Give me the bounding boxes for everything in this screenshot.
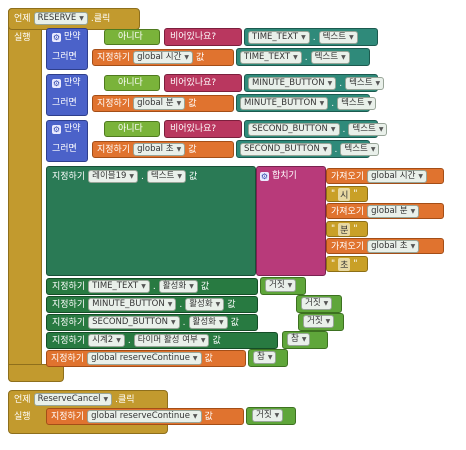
to-label: 값: [205, 353, 213, 365]
set-label: 지정하기: [52, 317, 85, 329]
label-component-dropdown[interactable]: 레이블19 ▼: [88, 170, 138, 183]
component-dropdown[interactable]: TIME_TEXT ▼: [248, 31, 310, 44]
component-dropdown[interactable]: MINUTE_BUTTON ▼: [88, 298, 176, 311]
when-label: 언제: [14, 13, 31, 25]
property-dropdown[interactable]: 활성화 ▼: [189, 316, 228, 329]
string-value[interactable]: 분: [338, 223, 350, 236]
gear-icon[interactable]: ⚙: [52, 125, 61, 134]
set-label: 지정하기: [52, 281, 85, 293]
string-value[interactable]: 시: [338, 188, 350, 201]
join-block[interactable]: [256, 166, 326, 276]
to-label: 값: [212, 335, 220, 347]
set-label: 지정하기: [52, 299, 85, 311]
do-label: 실행: [14, 32, 31, 44]
get-label: 가져오기: [331, 206, 364, 218]
global-var-dropdown-2[interactable]: global reserveContinue ▼: [87, 410, 201, 423]
text-prop-dropdown[interactable]: 텍스트 ▼: [345, 77, 384, 90]
not-label: 아니다: [118, 124, 143, 134]
global-var-dropdown[interactable]: global 시간 ▼: [367, 170, 427, 183]
global-var-dropdown[interactable]: global 초 ▼: [133, 143, 185, 156]
is-empty-label: 비어있나요?: [170, 124, 216, 134]
global-var-dropdown[interactable]: global 초 ▼: [367, 240, 419, 253]
get-label: 가져오기: [331, 171, 364, 183]
component-dropdown-2[interactable]: ReserveCancel ▼: [34, 393, 113, 406]
global-var-dropdown[interactable]: global 분 ▼: [367, 205, 419, 218]
set-label: 지정하기: [52, 335, 85, 347]
component-dropdown[interactable]: RESERVE ▼: [34, 12, 88, 25]
join-label: 합치기: [272, 170, 297, 182]
gear-icon[interactable]: ⚙: [52, 33, 61, 42]
set-label: 지정하기: [97, 144, 130, 156]
global-var-dropdown[interactable]: global 분 ▼: [133, 97, 185, 110]
property-dropdown[interactable]: 활성화 ▼: [185, 298, 224, 311]
do-label-2: 실행: [14, 411, 31, 423]
is-empty-label: 비어있나요?: [170, 32, 216, 42]
bool-dropdown-2[interactable]: 거짓 ▼: [252, 409, 283, 422]
bool-dropdown[interactable]: 거짓 ▼: [303, 315, 334, 328]
if-label: 만약: [64, 123, 81, 135]
set-label: 지정하기: [97, 98, 130, 110]
click-label: .클릭: [91, 13, 110, 25]
if-label: 만약: [64, 31, 81, 43]
not-label: 아니다: [118, 78, 143, 88]
when-label-2: 언제: [14, 394, 31, 406]
event-header: 언제 RESERVE ▼ .클릭: [14, 12, 110, 25]
component-dropdown[interactable]: SECOND_BUTTON ▼: [248, 123, 340, 136]
property-dropdown[interactable]: 타이머 활성 여부 ▼: [134, 334, 210, 347]
global-var-dropdown[interactable]: global reserveContinue ▼: [87, 352, 201, 365]
text-prop-dropdown[interactable]: 텍스트 ▼: [147, 170, 186, 183]
to-label: 값: [188, 98, 196, 110]
bool-dropdown[interactable]: 거짓 ▼: [265, 279, 296, 292]
component-dropdown[interactable]: MINUTE_BUTTON ▼: [248, 77, 336, 90]
text-prop-dropdown[interactable]: 텍스트 ▼: [311, 51, 350, 64]
to-label-2: 값: [205, 411, 213, 423]
then-label: 그러면: [52, 98, 77, 108]
gear-icon[interactable]: ⚙: [260, 172, 269, 181]
set-label: 지정하기: [51, 353, 84, 365]
bool-dropdown[interactable]: 거짓 ▼: [301, 297, 332, 310]
then-label: 그러면: [52, 144, 77, 154]
to-label: 값: [189, 171, 197, 183]
bool-dropdown[interactable]: 참 ▼: [253, 351, 276, 364]
global-var-dropdown[interactable]: global 시간 ▼: [133, 51, 193, 64]
component-dropdown[interactable]: SECOND_BUTTON ▼: [88, 316, 180, 329]
text-prop-dropdown[interactable]: 텍스트 ▼: [337, 97, 376, 110]
gear-icon[interactable]: ⚙: [52, 79, 61, 88]
to-label: 값: [231, 317, 239, 329]
to-label: 값: [188, 144, 196, 156]
component-dropdown[interactable]: TIME_TEXT ▼: [88, 280, 150, 293]
component-dropdown[interactable]: MINUTE_BUTTON ▼: [240, 97, 328, 110]
not-label: 아니다: [118, 32, 143, 42]
set-label-2: 지정하기: [51, 411, 84, 423]
component-dropdown[interactable]: SECOND_BUTTON ▼: [240, 143, 332, 156]
property-dropdown[interactable]: 활성화 ▼: [159, 280, 198, 293]
bool-dropdown[interactable]: 참 ▼: [287, 333, 310, 346]
string-value[interactable]: 초: [338, 258, 350, 271]
event-reserve-click[interactable]: [8, 8, 42, 382]
component-dropdown[interactable]: 시계2 ▼: [88, 334, 125, 347]
to-label: 값: [196, 52, 204, 64]
component-dropdown[interactable]: TIME_TEXT ▼: [240, 51, 302, 64]
click-label-2: .클릭: [115, 394, 134, 406]
text-prop-dropdown[interactable]: 텍스트 ▼: [319, 31, 358, 44]
then-label: 그러면: [52, 52, 77, 62]
text-prop-dropdown[interactable]: 텍스트 ▼: [348, 123, 387, 136]
set-label: 지정하기: [52, 171, 85, 183]
to-label: 값: [201, 281, 209, 293]
set-label: 지정하기: [97, 52, 130, 64]
get-label: 가져오기: [331, 241, 364, 253]
if-label: 만약: [64, 77, 81, 89]
is-empty-label: 비어있나요?: [170, 78, 216, 88]
text-prop-dropdown[interactable]: 텍스트 ▼: [340, 143, 379, 156]
to-label: 값: [227, 299, 235, 311]
